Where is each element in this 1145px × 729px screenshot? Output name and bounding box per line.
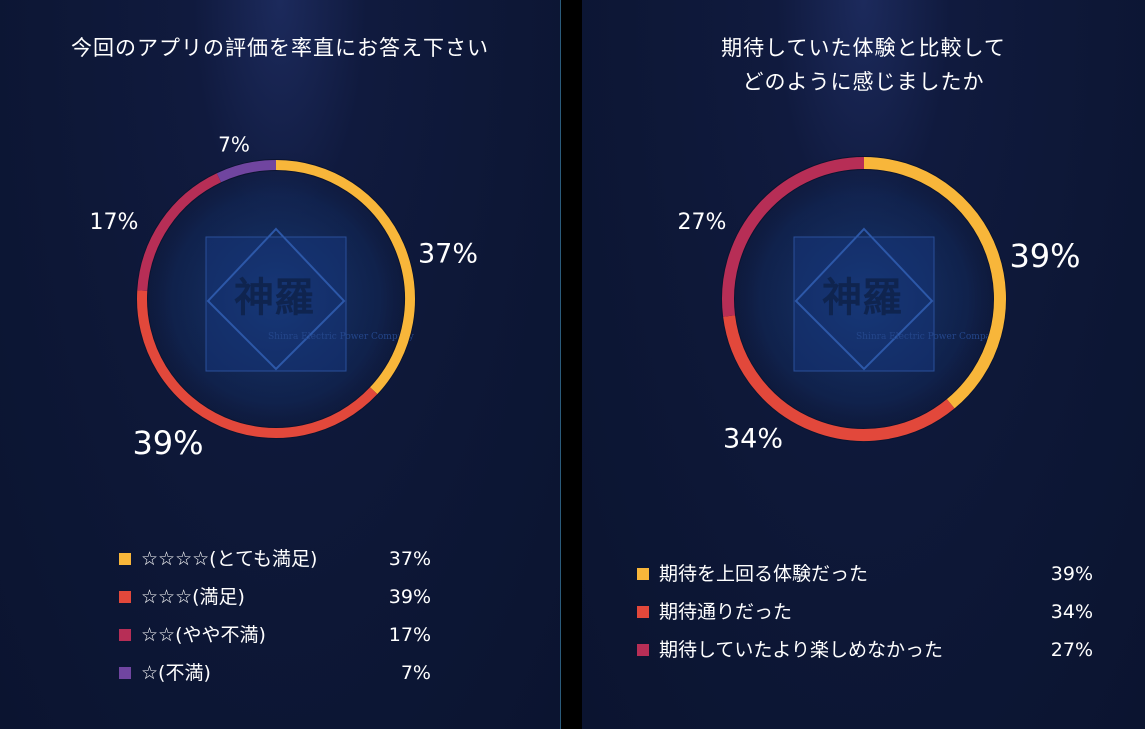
legend-rating: ☆☆☆☆(とても満足) 37% ☆☆☆(満足) 39% ☆☆(やや不満) 17% ☆(不満)… — [119, 540, 431, 692]
legend-swatch — [637, 606, 649, 618]
panel-divider — [560, 0, 582, 729]
donut-segment — [722, 157, 865, 317]
legend-item: ☆(不満) 7% — [119, 654, 431, 692]
legend-swatch — [119, 591, 131, 603]
legend-item: 期待を上回る体験だった 39% — [637, 555, 1093, 593]
legend-value: 34% — [1050, 601, 1093, 623]
logo-kanji: 神羅 — [234, 274, 314, 321]
legend-swatch — [637, 644, 649, 656]
legend-value: 7% — [400, 662, 431, 684]
donut-segment — [216, 160, 277, 183]
legend-label: 期待していたより楽しめなかった — [659, 639, 944, 661]
legend-value: 39% — [388, 586, 431, 608]
logo-subtext: Shinra Electric Power Company — [268, 332, 415, 342]
data-label: 17% — [90, 210, 139, 235]
legend-label: 期待通りだった — [659, 601, 793, 623]
legend-value: 27% — [1050, 639, 1093, 661]
legend-item: 期待していたより楽しめなかった 27% — [637, 631, 1093, 669]
legend-label: 期待を上回る体験だった — [659, 563, 869, 585]
legend-value: 17% — [388, 624, 431, 646]
right-panel: 期待していた体験と比較して どのように感じましたか 神羅 Shinra Elect… — [582, 0, 1145, 729]
donut-chart-rating: 神羅 Shinra Electric Power Company 37% 39% 17%… — [90, 133, 478, 463]
shinra-logo: 神羅 Shinra Electric Power Company — [126, 149, 426, 449]
legend-swatch — [119, 629, 131, 641]
legend-swatch — [119, 667, 131, 679]
chart-title: 今回のアプリの評価を率直にお答え下さい — [71, 36, 489, 60]
legend-label: ☆☆☆(満足) — [141, 586, 245, 608]
chart-title: 期待していた体験と比較して どのように感じましたか — [721, 36, 1006, 94]
data-label: 39% — [132, 424, 203, 462]
legend-label: ☆(不満) — [141, 662, 211, 684]
logo-subtext: Shinra Electric Power Company — [856, 332, 1003, 342]
data-label: 39% — [1009, 237, 1080, 275]
legend-label: ☆☆(やや不満) — [141, 624, 266, 646]
shinra-logo: 神羅 Shinra Electric Power Company — [714, 149, 1014, 449]
legend-value: 39% — [1050, 563, 1093, 585]
logo-kanji: 神羅 — [822, 274, 902, 321]
legend-item: ☆☆☆☆(とても満足) 37% — [119, 540, 431, 578]
donut-segment — [863, 157, 1006, 409]
legend-value: 37% — [388, 548, 431, 570]
data-label: 37% — [418, 239, 478, 270]
data-label: 7% — [218, 133, 250, 157]
legend-item: ☆☆(やや不満) 17% — [119, 616, 431, 654]
data-label: 27% — [678, 210, 727, 235]
donut-segment — [137, 173, 222, 291]
legend-swatch — [637, 568, 649, 580]
legend-expectation: 期待を上回る体験だった 39% 期待通りだった 34% 期待していたより楽しめなかった 2… — [637, 555, 1093, 669]
donut-segment — [275, 160, 415, 395]
left-panel: 今回のアプリの評価を率直にお答え下さい 神羅 Shinra Electric Po… — [0, 0, 560, 729]
legend-item: 期待通りだった 34% — [637, 593, 1093, 631]
legend-label: ☆☆☆☆(とても満足) — [141, 548, 318, 570]
donut-segment — [137, 290, 378, 438]
legend-swatch — [119, 553, 131, 565]
donut-chart-expectation: 神羅 Shinra Electric Power Company 39% 34% 27% — [678, 149, 1081, 455]
data-label: 34% — [723, 424, 783, 455]
legend-item: ☆☆☆(満足) 39% — [119, 578, 431, 616]
donut-segment — [723, 315, 955, 441]
